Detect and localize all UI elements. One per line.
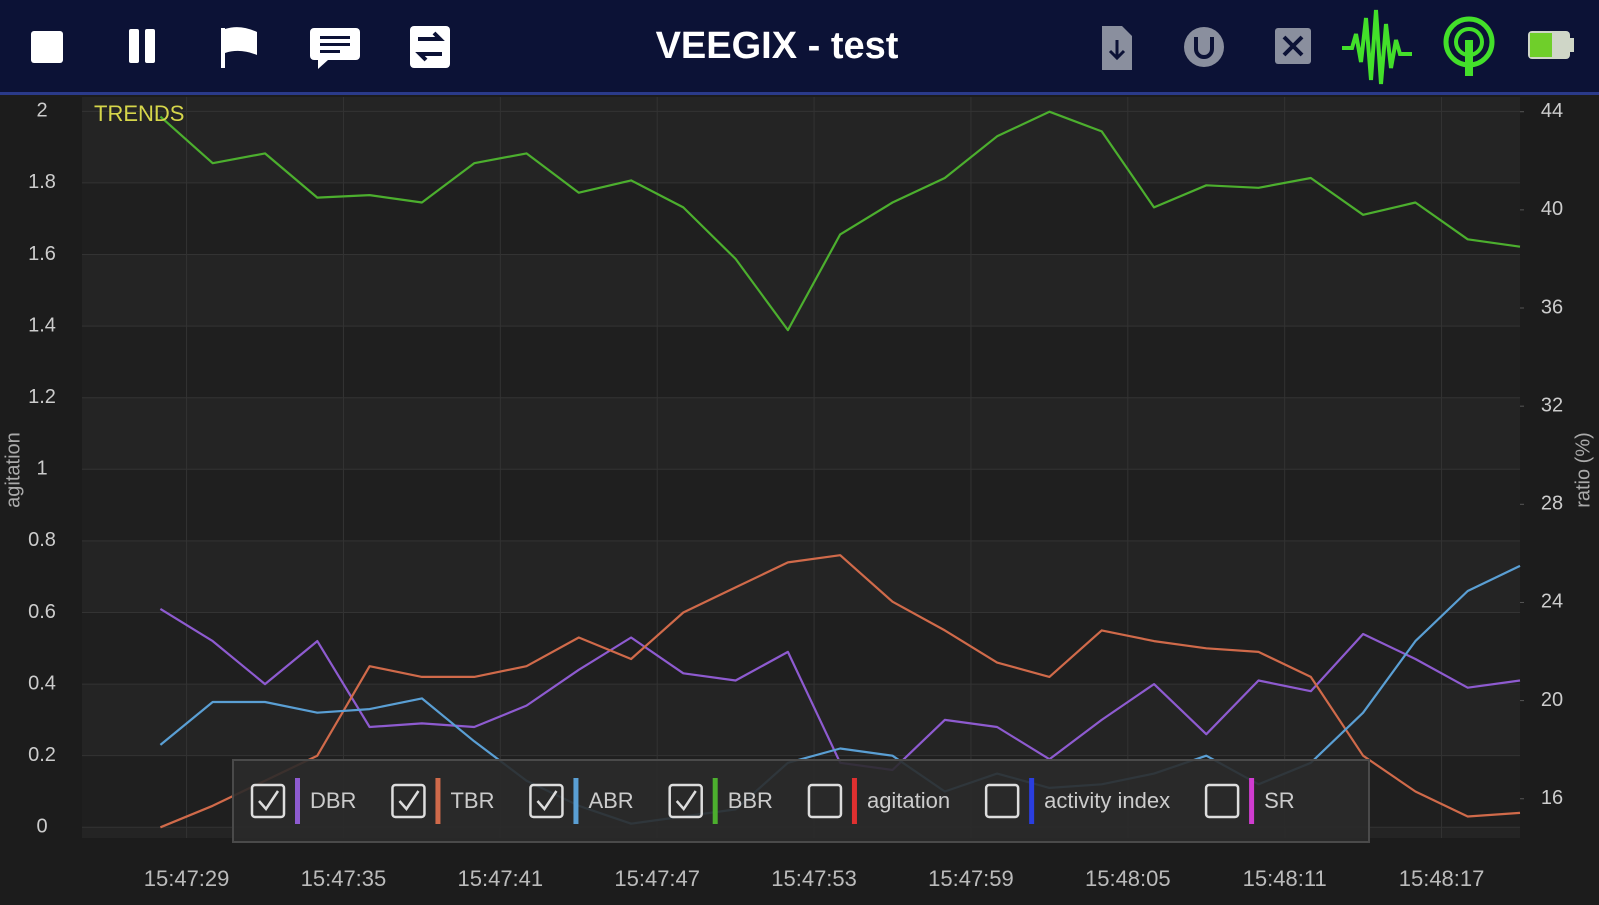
y2-tick-label: 36 <box>1541 296 1563 318</box>
legend-label: ABR <box>588 788 633 813</box>
x-tick-label: 15:47:53 <box>771 866 857 891</box>
legend-swatch <box>1249 778 1255 824</box>
x-tick-label: 15:47:59 <box>928 866 1014 891</box>
pause-button[interactable] <box>129 29 155 63</box>
trends-label: TRENDS <box>94 101 184 126</box>
u-button[interactable] <box>1184 27 1224 67</box>
legend-swatch <box>1029 778 1035 824</box>
app-bar-border <box>0 92 1599 95</box>
y2-tick-label: 28 <box>1541 493 1563 515</box>
x-tick-label: 15:47:35 <box>301 866 387 891</box>
legend-label: agitation <box>867 788 950 813</box>
y2-tick-label: 24 <box>1541 591 1563 613</box>
legend <box>232 759 1370 843</box>
legend-check <box>258 790 280 812</box>
app-bar <box>0 0 1599 94</box>
x-tick-label: 15:47:47 <box>614 866 700 891</box>
battery-icon <box>1528 31 1574 59</box>
stop-button[interactable] <box>31 31 63 63</box>
legend-label: DBR <box>310 788 356 813</box>
legend-checkbox[interactable] <box>250 783 286 819</box>
legend-item[interactable]: activity index <box>984 778 1170 824</box>
y2-tick-label: 40 <box>1541 198 1563 220</box>
y-tick-label: 0.4 <box>28 672 56 694</box>
x-tick-label: 15:48:17 <box>1399 866 1485 891</box>
legend-checkbox[interactable] <box>391 783 426 819</box>
legend-check <box>536 790 558 812</box>
legend-label: activity index <box>1044 788 1170 813</box>
legend-item[interactable]: SR <box>1204 778 1295 824</box>
legend-swatch <box>435 778 441 824</box>
y2-tick-label: 16 <box>1541 787 1563 809</box>
y-tick-label: 0 <box>36 816 47 838</box>
legend-checkbox[interactable] <box>529 783 564 819</box>
legend-label: BBR <box>728 788 773 813</box>
flag-button[interactable] <box>221 27 257 68</box>
legend-checkbox[interactable] <box>807 783 843 819</box>
broadcast-icon <box>1443 16 1495 76</box>
comment-button[interactable] <box>310 28 360 69</box>
x-tick-label: 15:48:11 <box>1243 866 1327 891</box>
legend-item[interactable]: TBR <box>391 778 494 824</box>
legend-item[interactable]: BBR <box>668 778 773 824</box>
x-tick-label: 15:47:41 <box>458 866 544 891</box>
legend-check <box>398 790 420 812</box>
legend-checkbox[interactable] <box>668 783 703 819</box>
legend-swatch <box>712 778 718 824</box>
x-tick-label: 15:48:05 <box>1085 866 1171 891</box>
y-tick-label: 2 <box>36 100 47 122</box>
series-line <box>159 554 1521 829</box>
y-tick-label: 0.2 <box>28 744 56 766</box>
legend-swatch <box>295 778 300 824</box>
y-tick-label: 1.8 <box>28 171 56 193</box>
signal-icon <box>1342 9 1412 85</box>
legend-check <box>675 790 697 812</box>
grid-band <box>82 469 1520 541</box>
legend-items: DBR TBR ABR BBR agitation activity index SR <box>250 778 1295 824</box>
legend-item[interactable]: ABR <box>529 778 634 824</box>
legend-item[interactable]: agitation <box>807 778 950 824</box>
y-tick-label: 1.6 <box>28 243 56 265</box>
y-tick-label: 0.8 <box>28 529 56 551</box>
export-button[interactable] <box>1102 26 1132 70</box>
y2-axis-title: ratio (%) <box>1572 432 1594 508</box>
x-tick-label: 15:47:29 <box>144 866 230 891</box>
y-tick-label: 1 <box>36 458 47 480</box>
grid-band <box>82 182 1520 255</box>
app-title: VEEGIX - test <box>656 25 899 67</box>
close-button[interactable] <box>1275 28 1311 64</box>
y2-tick-label: 20 <box>1541 689 1563 711</box>
y-tick-label: 1.4 <box>28 314 56 336</box>
legend-label: TBR <box>450 788 494 813</box>
y-tick-label: 0.6 <box>28 601 56 623</box>
legend-item[interactable]: DBR <box>250 778 356 824</box>
y2-tick-label: 44 <box>1541 100 1563 122</box>
series-line <box>159 110 1521 332</box>
swap-button[interactable] <box>410 26 450 68</box>
legend-swatch <box>851 778 857 824</box>
legend-label: SR <box>1264 788 1295 813</box>
grid-band <box>82 326 1520 398</box>
y-tick-label: 1.2 <box>28 386 56 408</box>
y-axis-title: agitation <box>2 432 24 508</box>
y2-tick-label: 32 <box>1541 394 1563 416</box>
legend-checkbox[interactable] <box>1204 783 1240 819</box>
legend-checkbox[interactable] <box>984 783 1020 819</box>
legend-swatch <box>573 778 579 824</box>
